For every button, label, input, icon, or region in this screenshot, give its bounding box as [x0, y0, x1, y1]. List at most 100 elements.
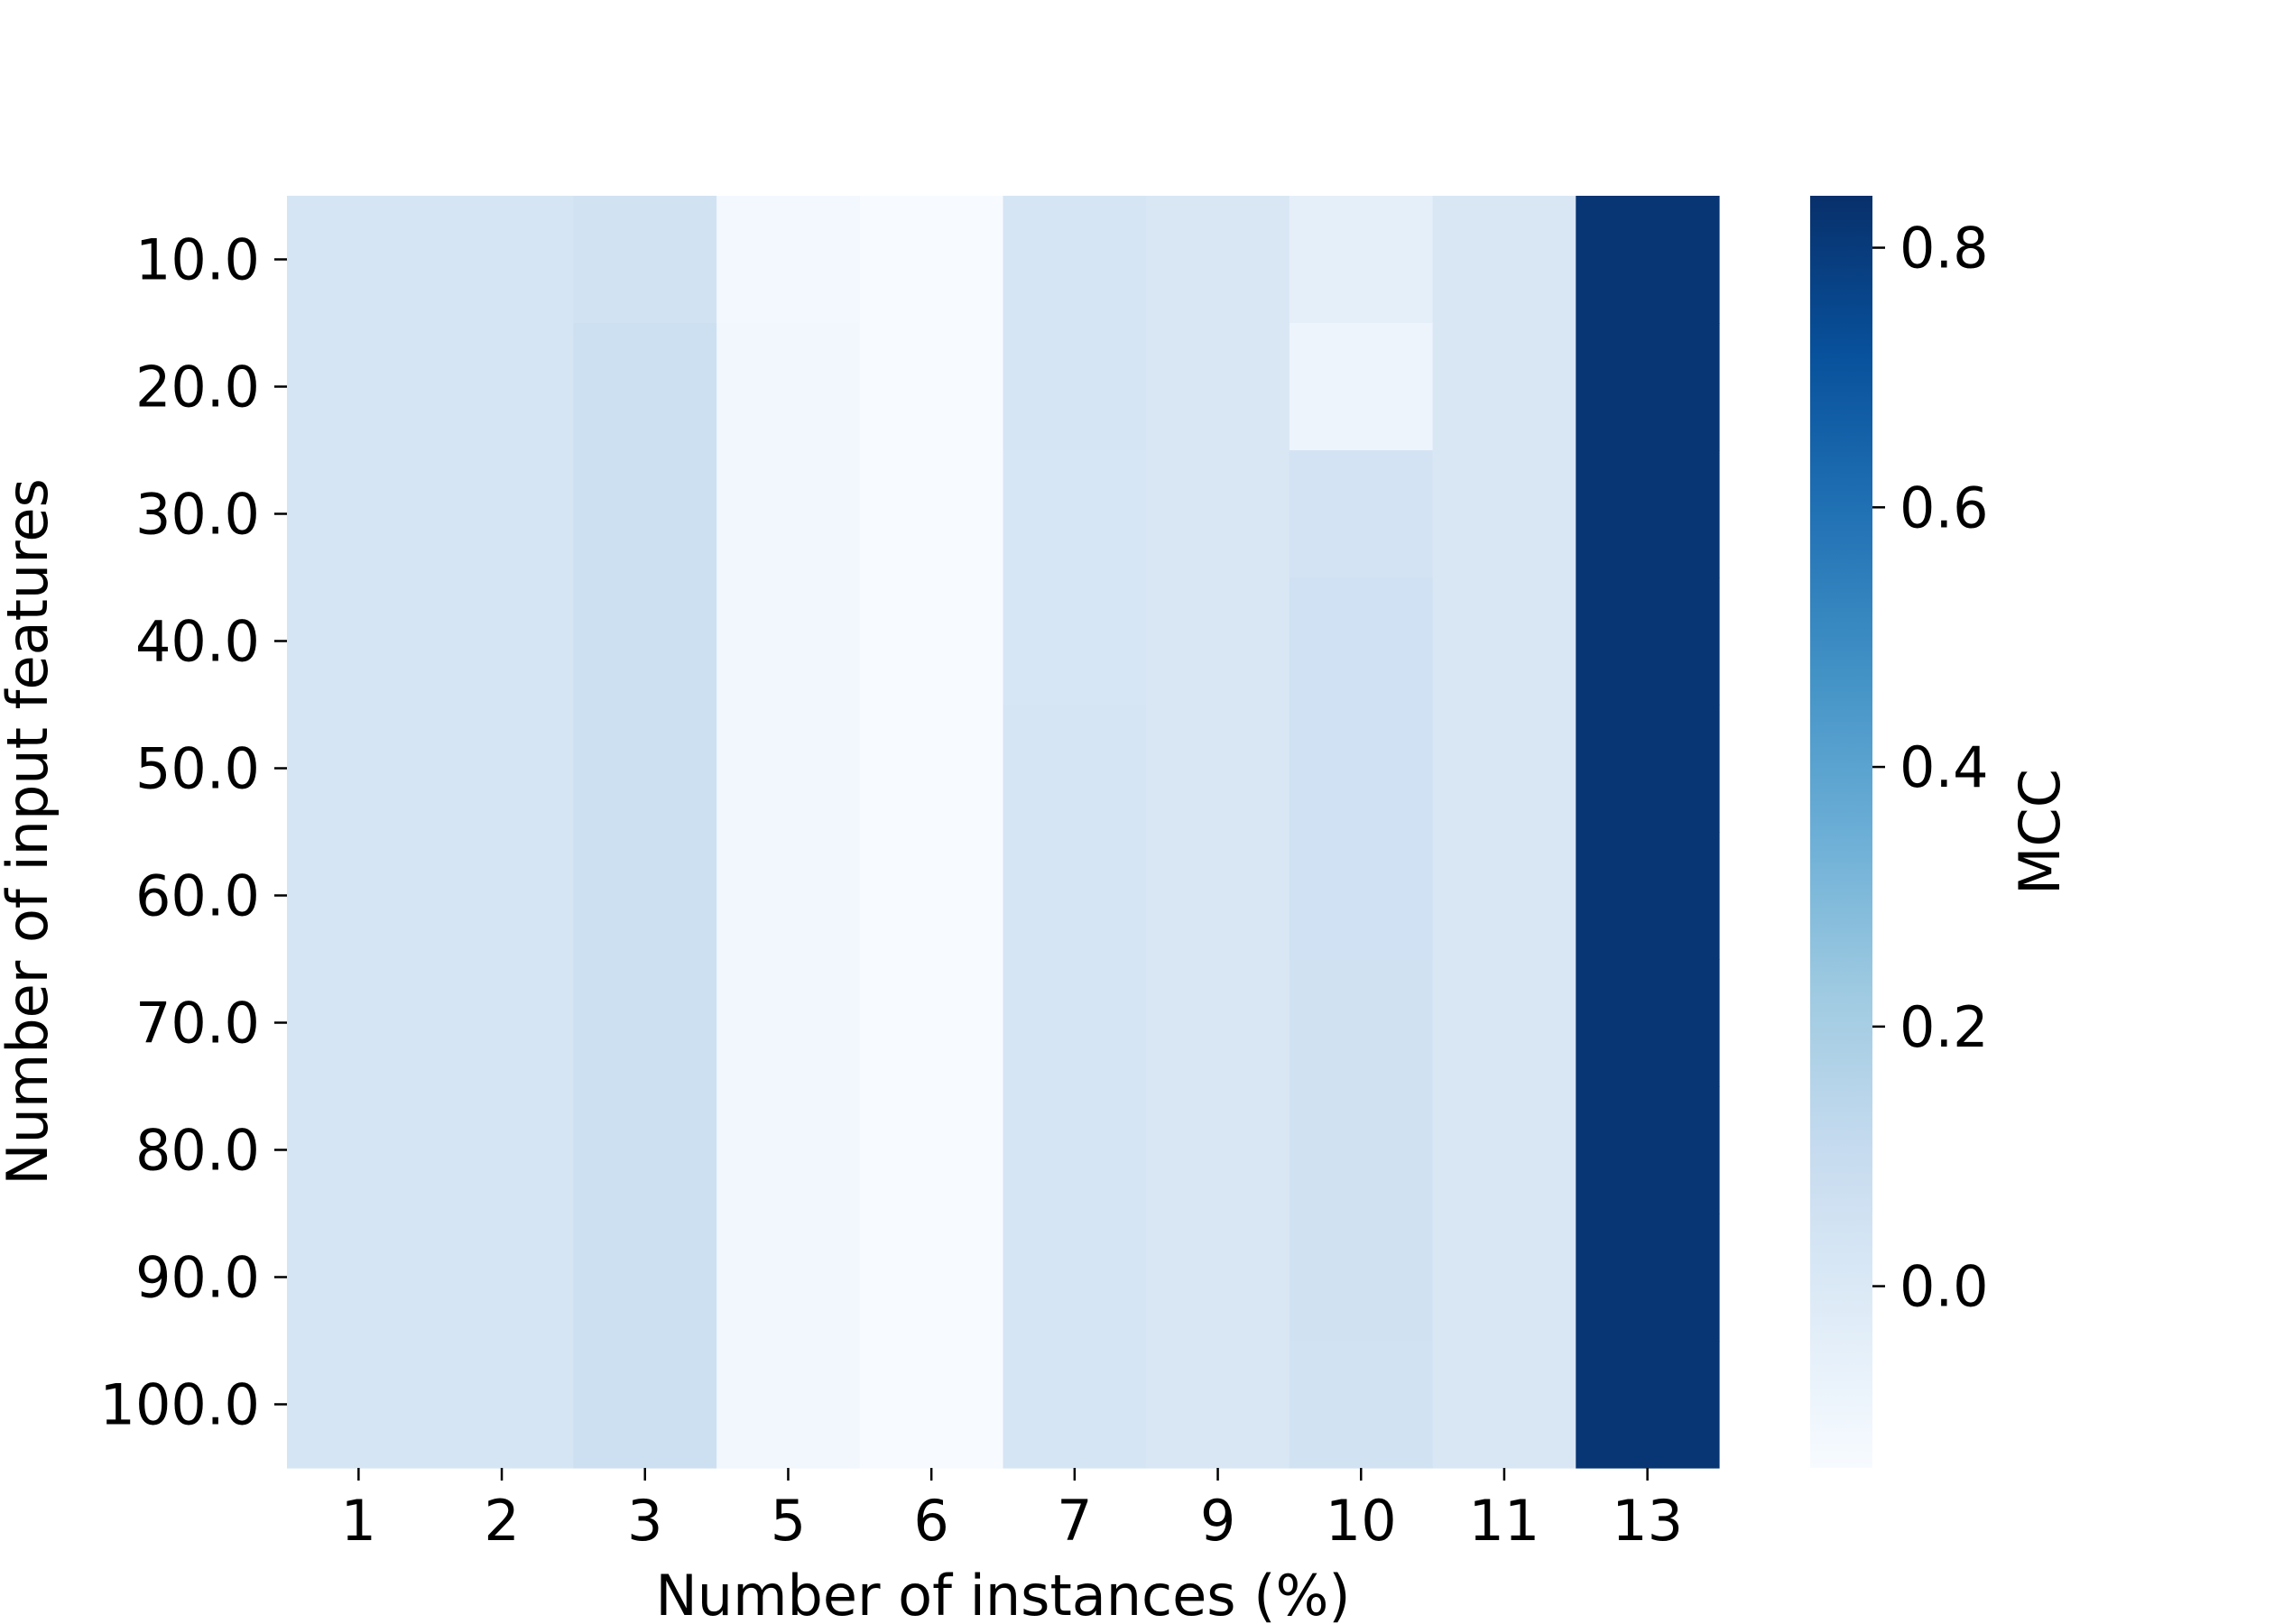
y-tick-label: 90.0	[135, 1245, 260, 1311]
heatmap-cell	[1003, 832, 1147, 960]
x-tick-label: 6	[913, 1488, 948, 1554]
heatmap-cell	[1003, 577, 1147, 706]
heatmap-cell	[573, 196, 717, 324]
heatmap-cell	[287, 832, 431, 960]
colorbar-gradient	[1810, 196, 1872, 1468]
heatmap-cell	[1003, 705, 1147, 833]
x-tick-label: 9	[1200, 1488, 1235, 1554]
heatmap-cell	[1432, 323, 1576, 451]
heatmap-cell	[859, 450, 1004, 578]
heatmap-cell	[716, 450, 861, 578]
colorbar-tick-label: 0.2	[1900, 994, 1989, 1060]
heatmap-cell	[859, 959, 1004, 1087]
heatmap-cell	[1576, 1086, 1720, 1214]
heatmap-cell	[1432, 577, 1576, 706]
heatmap-cell	[287, 1213, 431, 1342]
heatmap-cell	[1289, 323, 1434, 451]
heatmap-cell	[1289, 450, 1434, 578]
heatmap-cell	[1432, 1086, 1576, 1214]
heatmap-cell	[1289, 832, 1434, 960]
heatmap-cell	[430, 1213, 574, 1342]
y-tick-label: 10.0	[135, 227, 260, 293]
heatmap-cell	[859, 1341, 1004, 1469]
heatmap-cell	[1003, 196, 1147, 324]
y-tick-label: 60.0	[135, 863, 260, 929]
heatmap-cell	[287, 323, 431, 451]
y-axis-title: Number of input features	[0, 478, 60, 1186]
heatmap-cell	[1146, 196, 1290, 324]
heatmap-cell	[716, 577, 861, 706]
heatmap-cell	[287, 196, 431, 324]
heatmap-cell	[859, 1213, 1004, 1342]
heatmap-cell	[287, 959, 431, 1087]
heatmap-cell	[430, 323, 574, 451]
heatmap-cell	[1146, 323, 1290, 451]
x-tick-label: 13	[1612, 1488, 1683, 1554]
x-axis-title: Number of instances (%)	[655, 1563, 1350, 1624]
heatmap-cell	[1576, 1341, 1720, 1469]
heatmap-cell	[573, 705, 717, 833]
x-tick-label: 3	[627, 1488, 662, 1554]
y-tick-label: 70.0	[135, 991, 260, 1057]
y-tick-label: 80.0	[135, 1118, 260, 1184]
heatmap-cell	[859, 196, 1004, 324]
heatmap-cell	[1146, 450, 1290, 578]
heatmap-cell	[430, 577, 574, 706]
heatmap-cell	[287, 450, 431, 578]
colorbar-tick-label: 0.6	[1900, 475, 1989, 540]
heatmap-cell	[573, 959, 717, 1087]
heatmap-cell	[1003, 959, 1147, 1087]
heatmap-cell	[1576, 323, 1720, 451]
heatmap-cell	[1003, 1341, 1147, 1469]
heatmap-cell	[1432, 1341, 1576, 1469]
heatmap-cell	[1576, 196, 1720, 324]
heatmap-cell	[716, 323, 861, 451]
heatmap-cell	[1432, 832, 1576, 960]
heatmap-cell	[859, 832, 1004, 960]
heatmap-cell	[1289, 1086, 1434, 1214]
heatmap-cell	[1146, 1341, 1290, 1469]
heatmap-cell	[287, 1086, 431, 1214]
heatmap-cell	[287, 1341, 431, 1469]
x-tick-label: 7	[1057, 1488, 1092, 1554]
heatmap-cell	[859, 323, 1004, 451]
heatmap-cell	[1432, 450, 1576, 578]
heatmap-cell	[1289, 705, 1434, 833]
heatmap-cell	[1432, 196, 1576, 324]
heatmap-cell	[859, 1086, 1004, 1214]
heatmap-cell	[1289, 577, 1434, 706]
heatmap-cell	[430, 959, 574, 1087]
heatmap-cell	[1432, 705, 1576, 833]
heatmap-cell	[859, 577, 1004, 706]
heatmap-cell	[716, 1213, 861, 1342]
heatmap-cell	[1003, 1213, 1147, 1342]
heatmap-cell	[1003, 450, 1147, 578]
heatmap-cell	[573, 1213, 717, 1342]
heatmap-cell	[1576, 705, 1720, 833]
y-tick-label: 30.0	[135, 482, 260, 548]
heatmap-cell	[1576, 577, 1720, 706]
heatmap-cell	[430, 450, 574, 578]
y-tick-label: 50.0	[135, 736, 260, 802]
heatmap-cell	[1146, 832, 1290, 960]
heatmap-cell	[1432, 959, 1576, 1087]
y-axis-ticks: 10.0 20.0 30.0 40.0 50.0 60.0 70.0 80.0 90.0 100.…	[100, 227, 287, 1438]
heatmap-cells	[287, 196, 1720, 1469]
heatmap-cell	[1003, 1086, 1147, 1214]
heatmap-cell	[859, 705, 1004, 833]
y-tick-label: 40.0	[135, 609, 260, 675]
heatmap-cell	[1432, 1213, 1576, 1342]
colorbar-tick-label: 0.8	[1900, 216, 1989, 281]
heatmap-cell	[716, 832, 861, 960]
heatmap-cell	[1289, 1213, 1434, 1342]
heatmap-cell	[1576, 959, 1720, 1087]
heatmap-cell	[1146, 1086, 1290, 1214]
heatmap-cell	[430, 1341, 574, 1469]
heatmap-cell	[1003, 323, 1147, 451]
x-axis-ticks: 1 2 3 5 6 7 9 10 11 13	[341, 1468, 1683, 1554]
heatmap-cell	[430, 1086, 574, 1214]
heatmap-cell	[430, 705, 574, 833]
heatmap-cell	[1146, 577, 1290, 706]
colorbar: 0.8 0.6 0.4 0.2 0.0	[1810, 196, 1989, 1468]
